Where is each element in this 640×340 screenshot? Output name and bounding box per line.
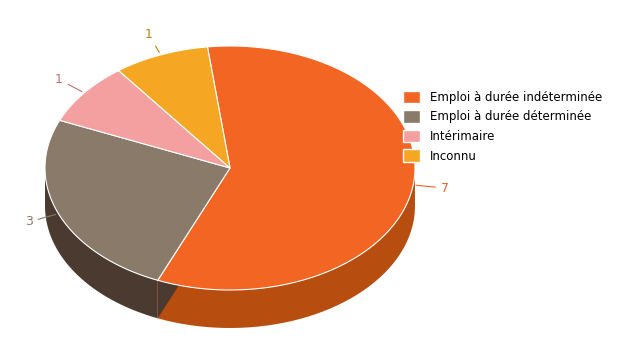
Polygon shape bbox=[45, 120, 230, 280]
Text: 3: 3 bbox=[25, 215, 56, 228]
Polygon shape bbox=[157, 168, 230, 318]
Text: 7: 7 bbox=[416, 182, 449, 194]
Text: 1: 1 bbox=[55, 73, 82, 91]
Polygon shape bbox=[157, 168, 230, 318]
Polygon shape bbox=[45, 170, 157, 318]
Polygon shape bbox=[60, 71, 230, 168]
Polygon shape bbox=[118, 47, 230, 168]
Legend: Emploi à durée indéterminée, Emploi à durée déterminée, Intérimaire, Inconnu: Emploi à durée indéterminée, Emploi à du… bbox=[403, 91, 602, 163]
Text: 1: 1 bbox=[145, 28, 159, 52]
Polygon shape bbox=[157, 46, 415, 290]
Polygon shape bbox=[157, 171, 415, 328]
